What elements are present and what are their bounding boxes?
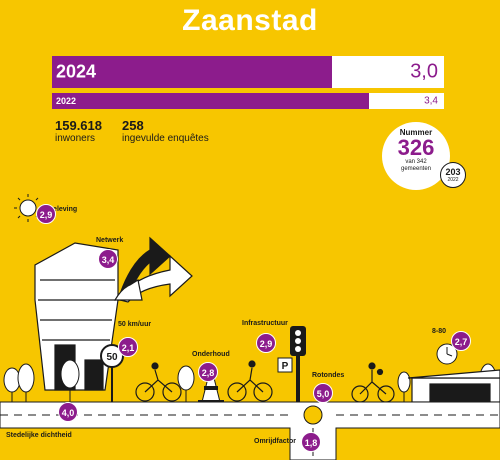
traffic-cone-icon (198, 377, 224, 403)
indicator-badge-rotondes: 5,0 (313, 383, 333, 403)
speed-sign-text: 50 (106, 352, 118, 363)
stat-number: 258 (122, 118, 144, 133)
tree-icon (3, 359, 497, 402)
indicator-label-infrastructuur: Infrastructuur (242, 320, 288, 327)
indicator-label-rotondes: Rotondes (312, 372, 345, 379)
previous-rank-value: 203 (445, 167, 461, 177)
bar-year-label: 2022 (56, 96, 77, 106)
score-bar-fill (52, 93, 370, 109)
indicator-badge-stedelijke-dichtheid: 4,0 (58, 402, 78, 422)
network-arrows-icon (113, 236, 193, 303)
bar-score-label: 3,4 (424, 95, 438, 107)
indicator-label-beleving: Beleving (48, 206, 78, 213)
indicator-badge-omrijdfactor: 1,8 (301, 432, 321, 452)
indicator-label-omrijdfactor: Omrijdfactor (254, 438, 297, 445)
score-bar-2022: 2022 3,4 (52, 93, 444, 109)
indicator-badge-netwerk: 3,4 (98, 249, 118, 269)
stat-inhabitants: 159.618 inwoners (55, 118, 102, 144)
parking-sign-text: P (282, 361, 289, 372)
road-icon (0, 401, 500, 460)
indicator-label-onderhoud: Onderhoud (192, 351, 230, 358)
indicator-label-8-80: 8-80 (432, 328, 447, 335)
indicator-badge-infrastructuur: 2,9 (256, 333, 276, 353)
cyclist-icon (135, 360, 395, 403)
previous-rank-badge: 203 2022 (440, 162, 466, 188)
rank-value: 326 (397, 135, 435, 160)
indicator-label-stedelijke-dichtheid: Stedelijke dichtheid (6, 432, 72, 439)
score-bar-2024: 2024 3,0 (52, 56, 444, 88)
stat-surveys: 258 ingevulde enquêtes (122, 118, 209, 144)
indicator-label-netwerk: Netwerk (96, 237, 124, 244)
bar-year-label: 2024 (56, 61, 97, 82)
rank-badge: Nummer 326 van 342 gemeenten (382, 122, 450, 190)
score-bar-fill (52, 56, 332, 88)
clock-icon (436, 343, 458, 365)
page-title: Zaanstad (182, 4, 318, 37)
traffic-light-icon (277, 326, 306, 402)
low-building-icon (407, 369, 500, 403)
indicator-badge-8-80: 2,7 (451, 331, 471, 351)
bar-score-label: 3,0 (410, 60, 438, 83)
indicator-badge-beleving: 2,9 (36, 204, 56, 224)
stat-label: ingevulde enquêtes (122, 133, 209, 144)
stat-number: 159.618 (55, 118, 102, 133)
indicator-badge-50kmh: 2,1 (118, 337, 138, 357)
indicator-label-50kmh: 50 km/uur (118, 321, 152, 328)
rank-of-text-2: gemeenten (400, 166, 432, 172)
stat-label: inwoners (55, 133, 96, 144)
indicator-badge-onderhoud: 2,8 (198, 362, 218, 382)
rank-label: Nummer (399, 128, 433, 137)
previous-rank-year: 2022 (447, 177, 459, 183)
rank-of-text: van 342 (405, 159, 427, 165)
